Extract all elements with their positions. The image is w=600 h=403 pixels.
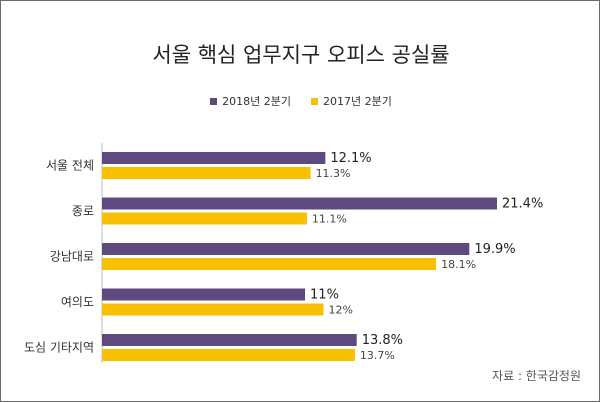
category-label: 서울 전체: [46, 159, 94, 173]
legend-item-2018: 2018년 2분기: [210, 93, 291, 109]
value-label-2017: 13.7%: [360, 349, 395, 362]
value-label-2018: 12.1%: [330, 151, 371, 166]
category-label: 종로: [72, 204, 94, 218]
bar-2018: [102, 334, 357, 346]
bar-2017: [102, 167, 311, 179]
category-label: 강남대로: [50, 250, 94, 264]
value-label-2018: 21.4%: [502, 197, 543, 212]
legend-label-2017: 2017년 2분기: [323, 95, 392, 108]
value-label-2017: 11.3%: [316, 167, 351, 180]
bar-2018: [102, 243, 470, 255]
bar-2018: [102, 197, 497, 210]
legend-label-2018: 2018년 2분기: [222, 95, 291, 108]
source-note: 자료 : 한국감정원: [492, 369, 581, 383]
bar-2017: [102, 303, 324, 316]
value-label-2018: 11%: [310, 288, 339, 303]
value-label-2017: 12%: [328, 304, 352, 317]
value-label-2018: 19.9%: [474, 242, 515, 257]
category-label: 도심 기타지역: [24, 341, 94, 355]
bar-2017: [102, 258, 437, 270]
chart-title: 서울 핵심 업무지구 오피스 공실률: [152, 43, 450, 67]
chart-legend: 2018년 2분기 2017년 2분기: [1, 93, 600, 109]
bar-2018: [102, 288, 306, 301]
value-label-2018: 13.8%: [362, 333, 403, 348]
category-label: 여의도: [61, 295, 94, 309]
legend-swatch-2017: [311, 97, 318, 105]
value-label-2017: 18.1%: [441, 258, 476, 271]
value-label-2017: 11.1%: [312, 213, 347, 226]
bar-2017: [102, 349, 355, 361]
legend-swatch-2018: [210, 97, 218, 105]
bar-2018: [102, 152, 326, 164]
legend-item-2017: 2017년 2분기: [311, 93, 392, 109]
bar-2017: [102, 212, 307, 225]
